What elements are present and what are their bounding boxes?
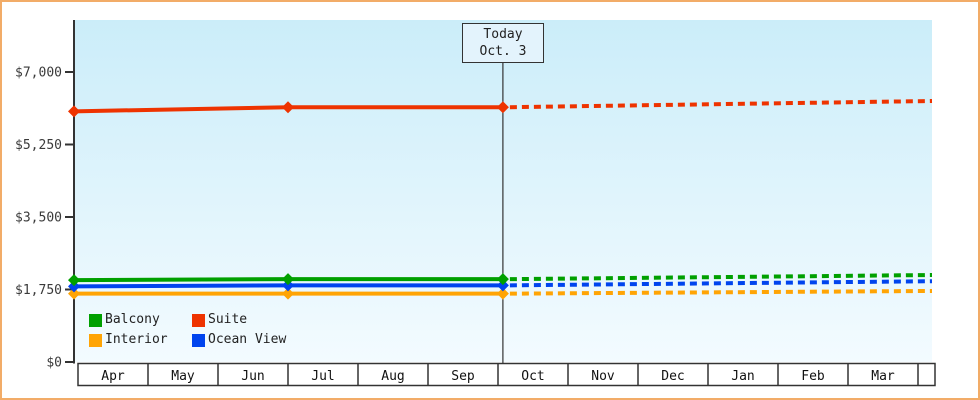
y-tick-label: $3,500 <box>15 211 62 226</box>
today-label: Today <box>483 27 523 42</box>
series-suite <box>68 99 933 118</box>
month-label: Aug <box>381 369 404 384</box>
legend-label-balcony: Balcony <box>105 312 160 327</box>
data-point-ocean-view <box>282 279 294 292</box>
month-label: May <box>171 369 195 384</box>
y-tick-label: $5,250 <box>15 138 62 153</box>
legend-swatch-ocean-view <box>192 333 205 347</box>
month-label: Feb <box>801 369 825 384</box>
series-interior <box>68 287 933 300</box>
data-point-suite <box>282 101 294 114</box>
legend-swatch-suite <box>192 313 205 327</box>
month-label: Oct <box>521 369 544 384</box>
data-point-ocean-view <box>496 279 509 292</box>
data-point-ocean-view <box>68 280 80 293</box>
month-label: Jan <box>731 369 754 384</box>
data-point-balcony <box>282 273 294 286</box>
data-point-interior <box>282 287 294 300</box>
month-label: Mar <box>871 369 895 384</box>
month-label: Jun <box>241 369 264 384</box>
legend-item-suite: Suite <box>192 313 286 327</box>
month-label: Nov <box>591 369 615 384</box>
data-point-suite <box>496 101 509 114</box>
month-label: Jul <box>311 369 334 384</box>
month-label: Apr <box>101 369 125 384</box>
legend-swatch-balcony <box>89 313 102 327</box>
data-point-balcony <box>68 274 80 287</box>
y-axis: $0 $1,750 $3,500 $5,250 $7,000 <box>15 20 75 371</box>
data-point-balcony <box>496 273 509 286</box>
data-point-suite <box>68 105 80 118</box>
legend-item-interior: Interior <box>89 333 184 347</box>
data-point-interior <box>496 287 509 300</box>
legend-swatch-interior <box>89 333 102 347</box>
series-balcony <box>68 273 933 287</box>
legend-label-suite: Suite <box>208 312 248 327</box>
legend-label-interior: Interior <box>105 332 168 347</box>
series-ocean-view <box>68 279 933 293</box>
legend-item-ocean-view: Ocean View <box>192 333 286 347</box>
month-axis: Apr May Jun Jul Aug Sep Oct Nov Dec Jan Feb Mar <box>77 362 936 387</box>
month-label: Sep <box>451 369 475 384</box>
today-annotation-box: Today Oct. 3 <box>462 23 544 63</box>
y-tick-label: $1,750 <box>15 283 62 298</box>
month-label: Dec <box>661 369 684 384</box>
y-tick-label: $7,000 <box>15 66 62 81</box>
chart-legend: Balcony Suite Interior Ocean View <box>89 313 286 347</box>
today-date: Oct. 3 <box>479 44 527 59</box>
legend-label-ocean-view: Ocean View <box>208 332 287 347</box>
data-point-interior <box>68 287 80 300</box>
y-tick-label: $0 <box>46 356 62 371</box>
legend-item-balcony: Balcony <box>89 313 184 327</box>
